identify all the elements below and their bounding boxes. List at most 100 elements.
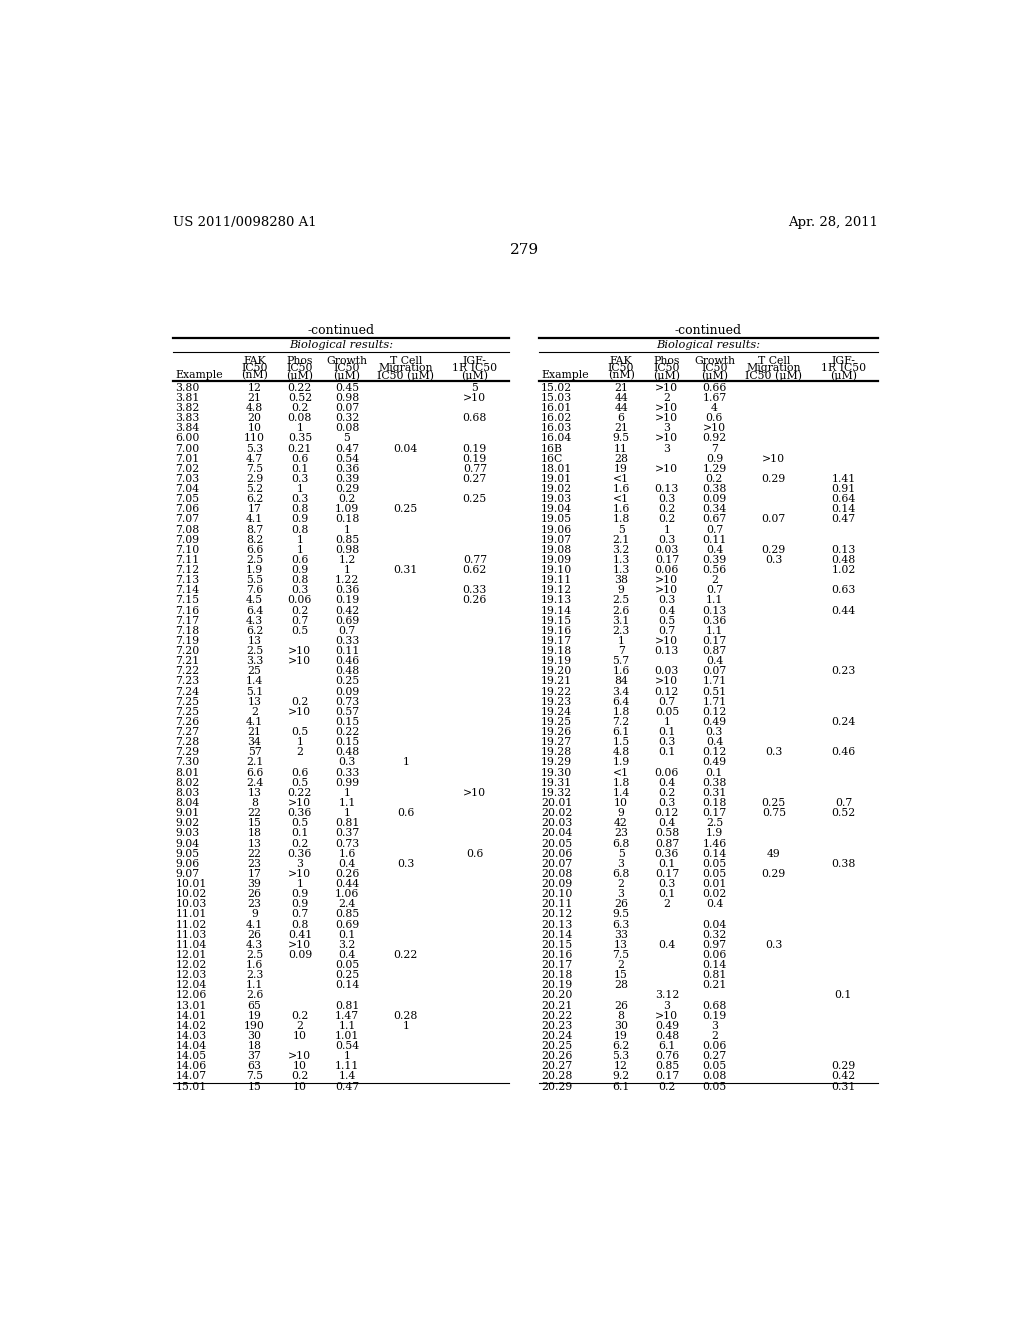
Text: 1: 1: [296, 424, 303, 433]
Text: 0.36: 0.36: [288, 849, 312, 858]
Text: 0.76: 0.76: [654, 1051, 679, 1061]
Text: 0.21: 0.21: [702, 981, 727, 990]
Text: 7.25: 7.25: [175, 697, 200, 706]
Text: 20.12: 20.12: [541, 909, 572, 920]
Text: 12.06: 12.06: [175, 990, 207, 1001]
Text: 15.03: 15.03: [541, 393, 572, 403]
Text: >10: >10: [655, 676, 679, 686]
Text: 0.31: 0.31: [702, 788, 727, 797]
Text: 20.16: 20.16: [541, 950, 572, 960]
Text: 1.6: 1.6: [612, 484, 630, 494]
Text: 0.4: 0.4: [658, 777, 676, 788]
Text: 7.10: 7.10: [175, 545, 200, 554]
Text: 0.28: 0.28: [393, 1011, 418, 1020]
Text: 1.3: 1.3: [612, 554, 630, 565]
Text: 0.05: 0.05: [702, 1081, 727, 1092]
Text: 0.5: 0.5: [291, 626, 308, 636]
Text: 1: 1: [617, 636, 625, 645]
Text: 0.49: 0.49: [702, 717, 726, 727]
Text: 3.83: 3.83: [175, 413, 200, 424]
Text: 4.1: 4.1: [246, 515, 263, 524]
Text: 1.71: 1.71: [702, 676, 727, 686]
Text: 14.02: 14.02: [175, 1020, 207, 1031]
Text: 3.1: 3.1: [612, 615, 630, 626]
Text: 13: 13: [248, 788, 261, 797]
Text: 0.26: 0.26: [335, 869, 359, 879]
Text: 15.02: 15.02: [541, 383, 572, 393]
Text: 19.27: 19.27: [541, 738, 572, 747]
Text: Biological results:: Biological results:: [289, 341, 393, 350]
Text: 3.2: 3.2: [612, 545, 630, 554]
Text: 1.5: 1.5: [612, 738, 630, 747]
Text: 6.2: 6.2: [246, 626, 263, 636]
Text: 0.45: 0.45: [335, 383, 359, 393]
Text: 0.17: 0.17: [702, 808, 727, 818]
Text: >10: >10: [463, 788, 486, 797]
Text: 0.5: 0.5: [291, 777, 308, 788]
Text: 15.01: 15.01: [175, 1081, 207, 1092]
Text: 1.9: 1.9: [246, 565, 263, 576]
Text: 0.33: 0.33: [335, 768, 359, 777]
Text: 0.3: 0.3: [658, 879, 676, 888]
Text: 6.1: 6.1: [658, 1041, 676, 1051]
Text: 7.16: 7.16: [175, 606, 200, 615]
Text: IC50: IC50: [242, 363, 267, 372]
Text: 0.13: 0.13: [654, 484, 679, 494]
Text: 0.48: 0.48: [335, 747, 359, 758]
Text: 3: 3: [664, 424, 671, 433]
Text: 6.3: 6.3: [612, 920, 630, 929]
Text: 0.51: 0.51: [702, 686, 727, 697]
Text: FAK: FAK: [609, 355, 633, 366]
Text: Phos: Phos: [653, 355, 680, 366]
Text: 0.4: 0.4: [658, 606, 676, 615]
Text: 1.1: 1.1: [706, 626, 723, 636]
Text: 10.01: 10.01: [175, 879, 207, 888]
Text: IC50: IC50: [287, 363, 313, 372]
Text: 0.47: 0.47: [335, 1081, 359, 1092]
Text: 0.1: 0.1: [338, 929, 355, 940]
Text: 0.5: 0.5: [291, 727, 308, 737]
Text: 0.02: 0.02: [702, 890, 727, 899]
Text: 0.3: 0.3: [706, 727, 723, 737]
Text: 13: 13: [248, 636, 261, 645]
Text: 0.03: 0.03: [654, 667, 679, 676]
Text: -continued: -continued: [307, 323, 375, 337]
Text: 19.07: 19.07: [541, 535, 572, 545]
Text: 9: 9: [617, 585, 625, 595]
Text: 0.12: 0.12: [654, 686, 679, 697]
Text: IC50: IC50: [608, 363, 634, 372]
Text: 0.05: 0.05: [654, 708, 679, 717]
Text: 0.57: 0.57: [335, 708, 359, 717]
Text: 23: 23: [614, 829, 628, 838]
Text: 19.21: 19.21: [541, 676, 572, 686]
Text: 0.39: 0.39: [335, 474, 359, 484]
Text: 0.2: 0.2: [706, 474, 723, 484]
Text: 2: 2: [664, 393, 671, 403]
Text: 0.75: 0.75: [762, 808, 785, 818]
Text: 0.11: 0.11: [335, 645, 359, 656]
Text: 19.08: 19.08: [541, 545, 572, 554]
Text: 0.17: 0.17: [654, 869, 679, 879]
Text: 0.3: 0.3: [397, 859, 415, 869]
Text: 12.03: 12.03: [175, 970, 207, 981]
Text: 0.47: 0.47: [335, 444, 359, 454]
Text: 8: 8: [617, 1011, 625, 1020]
Text: 0.9: 0.9: [291, 899, 308, 909]
Text: 0.07: 0.07: [702, 667, 727, 676]
Text: >10: >10: [289, 799, 311, 808]
Text: 26: 26: [614, 1001, 628, 1011]
Text: 19.23: 19.23: [541, 697, 572, 706]
Text: 0.04: 0.04: [394, 444, 418, 454]
Text: 1.9: 1.9: [612, 758, 630, 767]
Text: 13: 13: [614, 940, 628, 950]
Text: 0.12: 0.12: [654, 808, 679, 818]
Text: 19: 19: [614, 1031, 628, 1041]
Text: 7.03: 7.03: [175, 474, 200, 484]
Text: 19.06: 19.06: [541, 524, 572, 535]
Text: 13: 13: [248, 697, 261, 706]
Text: 2: 2: [711, 576, 718, 585]
Text: 7.06: 7.06: [175, 504, 200, 515]
Text: 9.01: 9.01: [175, 808, 200, 818]
Text: 7.04: 7.04: [175, 484, 200, 494]
Text: 0.31: 0.31: [393, 565, 418, 576]
